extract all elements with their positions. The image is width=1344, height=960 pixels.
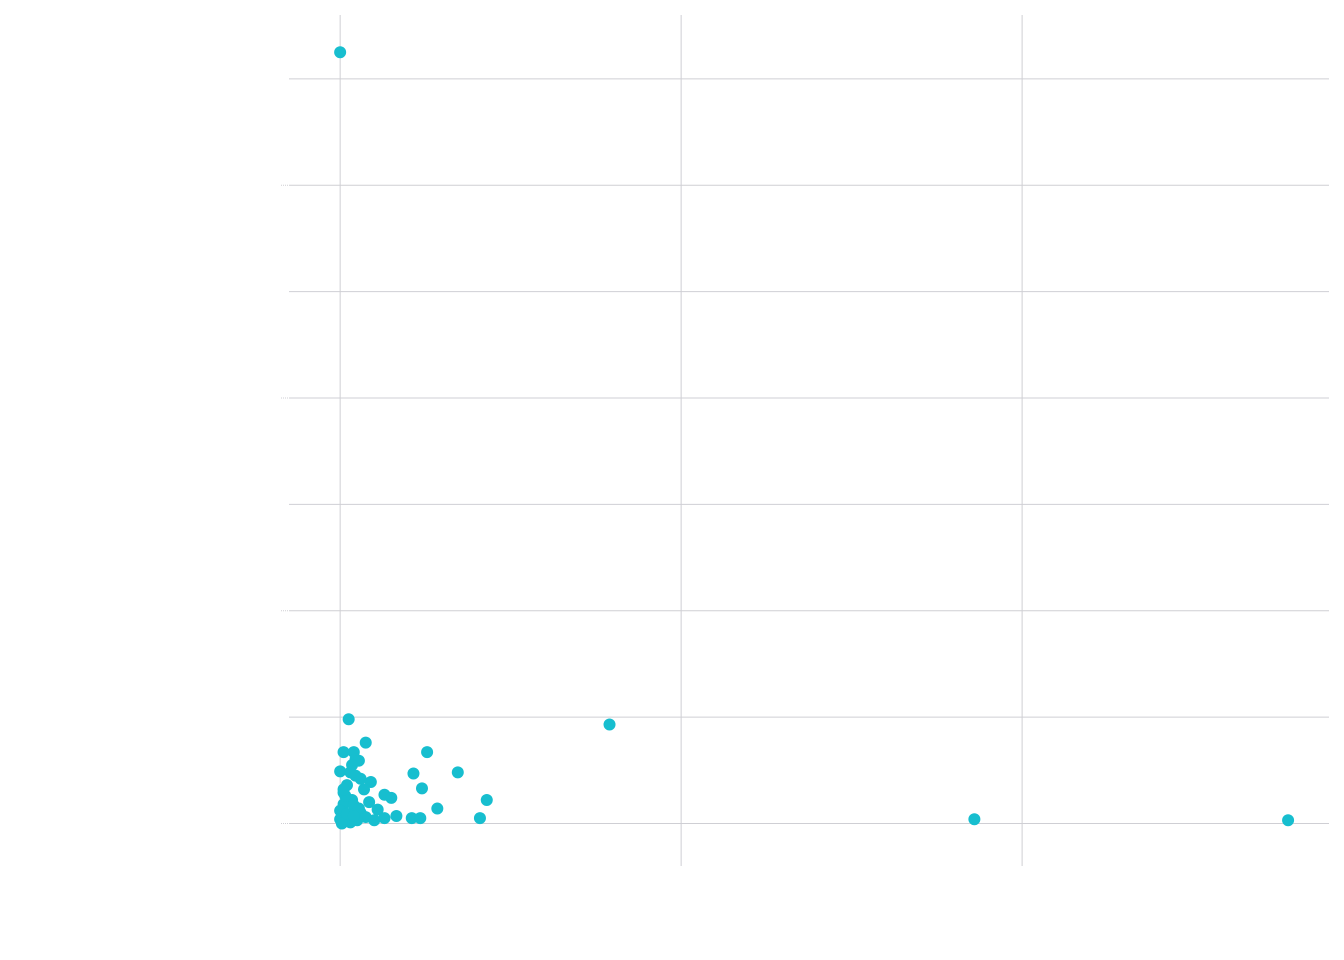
scatter-point <box>480 794 493 807</box>
scatter-point <box>473 812 486 825</box>
scatter-point <box>390 810 403 823</box>
scatter-point <box>334 765 347 778</box>
scatter-point <box>342 713 355 726</box>
scatter-point <box>414 812 427 825</box>
grid <box>281 15 1329 866</box>
scatter-point <box>359 736 372 749</box>
scatter-point <box>335 817 348 830</box>
scatter-point <box>334 46 347 59</box>
scatter-point <box>354 772 367 785</box>
scatter-point <box>405 812 418 825</box>
scatter-point <box>371 803 384 816</box>
scatter-point <box>603 718 616 731</box>
scatter-point <box>347 810 360 823</box>
scatter-point <box>1282 814 1295 827</box>
scatter-point <box>378 812 391 825</box>
scatter-point <box>968 813 981 826</box>
scatter-point <box>337 746 350 759</box>
scatter-point <box>451 766 464 779</box>
scatter-point <box>346 758 359 771</box>
scatter-point <box>368 814 381 827</box>
scatter-point <box>407 767 420 780</box>
scatter-point <box>385 791 398 804</box>
data-points <box>334 46 1295 830</box>
scatter-point <box>421 746 434 759</box>
scatter-point <box>358 783 371 796</box>
scatter-point <box>363 796 376 809</box>
scatter-point <box>337 783 350 796</box>
scatter-point <box>431 802 444 815</box>
scatter-point <box>415 782 428 795</box>
